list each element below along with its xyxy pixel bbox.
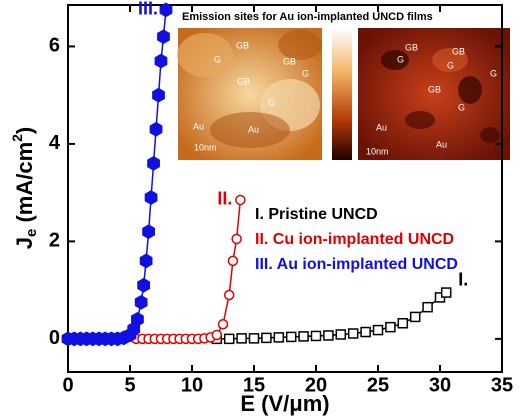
data-point	[147, 156, 160, 171]
x-tick-label: 0	[62, 374, 73, 396]
inset-right-image	[358, 28, 510, 160]
y-label-part: e	[23, 229, 40, 237]
data-point	[159, 2, 173, 18]
data-point	[139, 253, 153, 269]
data-point	[261, 332, 272, 344]
inset-label: G	[447, 60, 454, 70]
data-point	[372, 324, 384, 336]
data-point	[248, 333, 260, 344]
legend-entry: I. Pristine UNCD	[255, 206, 378, 223]
data-point	[223, 333, 235, 345]
data-point	[217, 318, 229, 330]
inset-label: GB	[405, 42, 418, 52]
y-label-part: J	[12, 237, 37, 249]
data-point	[360, 326, 371, 338]
data-point	[149, 121, 163, 137]
legend-entry: III. Au ion-implanted UNCD	[255, 256, 458, 273]
x-tick-label: 20	[305, 374, 327, 396]
data-point	[152, 87, 165, 103]
data-point	[142, 224, 155, 239]
data-point	[223, 289, 235, 301]
x-axis-label: E (V/μm)	[240, 391, 329, 416]
data-point	[310, 330, 322, 342]
data-point	[323, 330, 334, 341]
y-label-part: (mA/cm	[12, 142, 37, 229]
inset-label: G	[302, 68, 309, 78]
data-point	[235, 194, 246, 206]
inset-label: G	[268, 97, 275, 107]
x-tick-label: 30	[429, 374, 451, 396]
data-point	[236, 333, 247, 344]
inset-label: G	[490, 68, 497, 78]
data-point	[347, 328, 359, 339]
data-point	[397, 318, 409, 329]
data-point	[154, 53, 168, 69]
inset-label: G	[214, 54, 221, 64]
data-point	[385, 321, 396, 333]
inset-label: Au	[436, 139, 447, 149]
data-point	[409, 311, 421, 323]
inset-label: Au	[248, 124, 259, 134]
inset-label: GB	[452, 46, 465, 56]
series-line	[68, 9, 167, 340]
inset-label: GB	[236, 40, 249, 50]
y-tick-label: 6	[49, 35, 60, 57]
inset-title: Emission sites for Au ion-implanted UNCD…	[182, 11, 433, 23]
data-point	[227, 255, 239, 267]
data-point	[134, 294, 148, 310]
y-axis-label: Je (mA/cm2)	[9, 127, 40, 250]
y-tick-label: 2	[49, 230, 60, 252]
inset-label: 10nm	[366, 146, 389, 156]
y-label-part: 2	[9, 134, 25, 142]
inset-left-image	[177, 28, 322, 160]
data-point	[273, 332, 285, 343]
inset-label: GB	[428, 84, 441, 94]
data-point	[231, 233, 242, 245]
x-tick-label: 5	[124, 374, 135, 396]
series-label: II.	[217, 189, 232, 209]
x-tick-label: 15	[243, 374, 265, 396]
x-tick-label: 10	[181, 374, 203, 396]
data-point	[285, 331, 297, 343]
inset-label: Au	[376, 122, 387, 132]
y-tick-label: 0	[49, 327, 60, 349]
data-point	[157, 29, 170, 45]
data-point	[335, 329, 347, 340]
series-label: III.	[138, 0, 158, 19]
data-point	[131, 311, 144, 327]
data-point	[211, 329, 223, 341]
x-tick-label: 35	[491, 374, 513, 396]
data-point	[144, 190, 158, 205]
data-point	[298, 331, 309, 342]
inset-label: Au	[193, 121, 204, 131]
series-label: I.	[458, 269, 468, 289]
data-point	[137, 277, 151, 293]
inset-label: 10nm	[194, 142, 217, 152]
inset-label: G	[397, 54, 404, 64]
legend-entry: II. Cu ion-implanted UNCD	[255, 231, 454, 248]
plot-frame	[67, 4, 503, 373]
inset-label: GB	[283, 56, 296, 66]
data-point	[422, 301, 433, 313]
inset-label: G	[458, 102, 465, 112]
y-label-part: )	[12, 127, 37, 134]
inset-label: GB	[237, 76, 250, 86]
x-tick-label: 25	[367, 374, 389, 396]
data-point	[440, 287, 452, 298]
inset-colorbar	[332, 28, 352, 160]
y-tick-label: 4	[49, 132, 61, 154]
series-line	[136, 199, 242, 340]
